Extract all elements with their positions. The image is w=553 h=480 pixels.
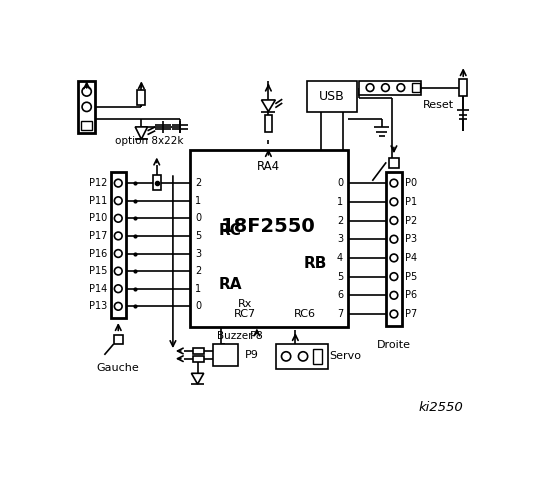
Text: USB: USB	[319, 90, 345, 103]
Text: Reset: Reset	[423, 100, 454, 110]
Text: 7: 7	[337, 309, 343, 319]
Bar	[413, 83, 420, 92]
Text: 0: 0	[337, 178, 343, 188]
Text: 1: 1	[195, 284, 201, 294]
Bar	[264, 115, 272, 132]
Text: P13: P13	[89, 301, 107, 312]
Polygon shape	[135, 127, 148, 139]
Bar	[190, 150, 348, 327]
Bar	[153, 175, 160, 190]
Bar	[78, 81, 95, 133]
Text: P6: P6	[405, 290, 417, 300]
Text: RC6: RC6	[294, 309, 316, 319]
Text: 2: 2	[337, 216, 343, 226]
Bar	[193, 356, 204, 362]
Text: 4: 4	[337, 253, 343, 263]
Text: Servo: Servo	[330, 351, 362, 361]
Text: 1: 1	[337, 197, 343, 207]
Text: Rx: Rx	[238, 299, 253, 309]
Text: RB: RB	[304, 256, 327, 272]
Text: P2: P2	[405, 216, 417, 226]
Text: P12: P12	[89, 178, 107, 188]
Text: 2: 2	[195, 178, 201, 188]
Text: P1: P1	[405, 197, 417, 207]
Text: P3: P3	[405, 234, 417, 244]
Bar	[276, 344, 328, 369]
Text: P8: P8	[250, 331, 264, 341]
Bar	[138, 90, 145, 105]
Text: option 8x22k: option 8x22k	[115, 136, 183, 146]
Text: P14: P14	[89, 284, 107, 294]
Bar	[389, 158, 399, 168]
Text: P16: P16	[89, 249, 107, 259]
Text: P15: P15	[89, 266, 107, 276]
Text: 0: 0	[195, 213, 201, 223]
Text: RC: RC	[218, 223, 241, 239]
Bar	[193, 348, 204, 354]
Text: 5: 5	[195, 231, 201, 241]
Text: P4: P4	[405, 253, 417, 263]
Polygon shape	[191, 373, 204, 384]
Bar	[386, 171, 401, 325]
Text: 3: 3	[337, 234, 343, 244]
Bar	[460, 79, 467, 96]
Text: P10: P10	[89, 213, 107, 223]
Text: P0: P0	[405, 178, 417, 188]
Text: RA: RA	[218, 277, 242, 292]
Text: 2: 2	[195, 266, 201, 276]
Text: RC7: RC7	[234, 309, 257, 319]
Text: 18F2550: 18F2550	[221, 217, 316, 237]
Bar	[213, 344, 238, 366]
Bar	[111, 171, 126, 318]
Bar	[359, 81, 421, 95]
Text: 5: 5	[337, 272, 343, 282]
Bar	[307, 81, 357, 111]
Text: P17: P17	[89, 231, 107, 241]
Text: ki2550: ki2550	[419, 401, 463, 414]
Text: P5: P5	[405, 272, 417, 282]
Text: 6: 6	[337, 290, 343, 300]
Text: Droite: Droite	[377, 340, 411, 350]
Text: P9: P9	[244, 350, 258, 360]
Text: Gauche: Gauche	[97, 363, 139, 373]
Bar	[313, 348, 322, 364]
Text: 3: 3	[195, 249, 201, 259]
Text: 1: 1	[195, 196, 201, 206]
Text: P7: P7	[405, 309, 417, 319]
Polygon shape	[262, 100, 275, 111]
Text: RA4: RA4	[257, 160, 280, 173]
Bar	[113, 335, 123, 344]
Bar	[81, 121, 92, 130]
Text: P11: P11	[89, 196, 107, 206]
Text: Buzzer: Buzzer	[217, 331, 252, 341]
Text: 0: 0	[195, 301, 201, 312]
